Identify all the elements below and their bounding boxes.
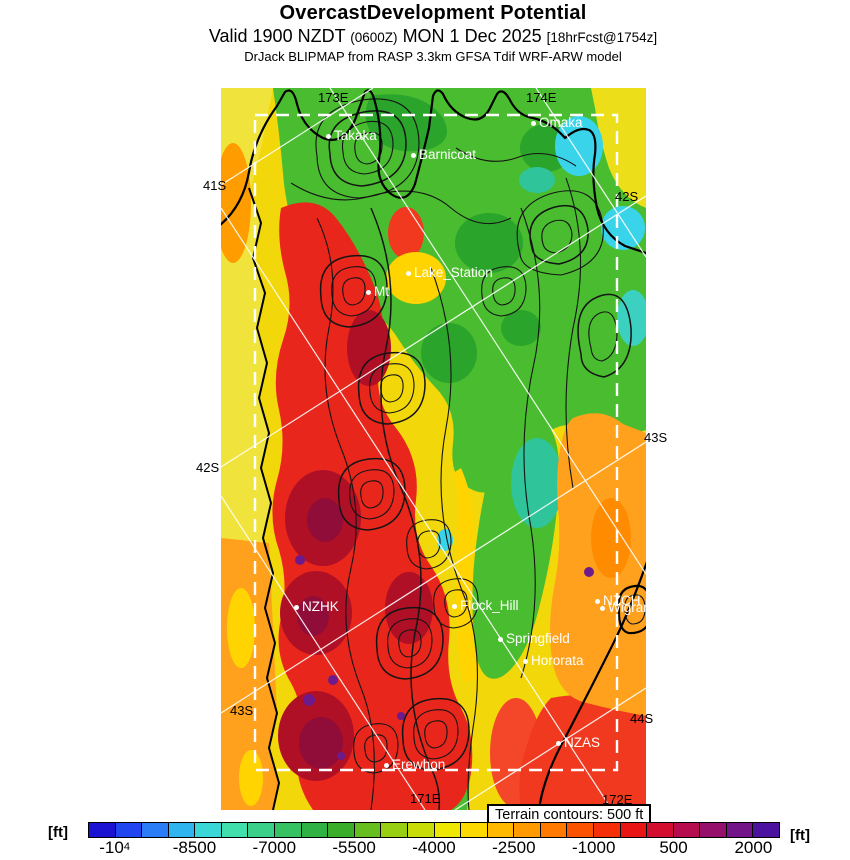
colorbar-unit-right: [ft] bbox=[790, 827, 810, 844]
colorbar-segment bbox=[461, 823, 488, 837]
colorbar-segment bbox=[195, 823, 222, 837]
colorbar-segment bbox=[753, 823, 780, 837]
colorbar-segment bbox=[142, 823, 169, 837]
colorbar-tick-label: -8500 bbox=[172, 838, 217, 857]
colorbar-segment bbox=[434, 823, 462, 837]
model-line: DrJack BLIPMAP from RASP 3.3km GFSA Tdif… bbox=[244, 49, 622, 64]
colorbar-segment bbox=[354, 823, 382, 837]
valid-utc: (0600Z) bbox=[350, 30, 398, 45]
colorbar-tick-label: -7000 bbox=[252, 838, 297, 857]
colorbar-tick-label: 500 bbox=[659, 838, 688, 857]
colorbar-segment bbox=[407, 823, 435, 837]
colorbar-segment bbox=[567, 823, 594, 837]
colorbar-segment bbox=[381, 823, 408, 837]
page-title: OvercastDevelopment Potential bbox=[279, 2, 587, 24]
header: OvercastDevelopment Potential Valid 1900… bbox=[8, 0, 850, 64]
colorbar-segments bbox=[88, 822, 780, 838]
potential-field-fill bbox=[221, 88, 646, 810]
colorbar-segment bbox=[647, 823, 674, 837]
colorbar-tick-label: -2500 bbox=[492, 838, 536, 857]
valid-time-line: Valid 1900 NZDT (0600Z) MON 1 Dec 2025 [… bbox=[8, 26, 850, 47]
colorbar-segment bbox=[514, 823, 541, 837]
colorbar-tick-label: -104 bbox=[99, 838, 130, 857]
blipmap-field-canvas bbox=[221, 88, 646, 810]
colorbar-segment bbox=[115, 823, 143, 837]
colorbar-segment bbox=[593, 823, 621, 837]
forecast-map bbox=[221, 88, 646, 810]
colorbar-unit-left: [ft] bbox=[48, 824, 68, 841]
coastline bbox=[221, 89, 646, 810]
colorbar-segment bbox=[221, 823, 249, 837]
valid-prefix: Valid 1900 NZDT bbox=[208, 26, 346, 46]
colorbar-segment bbox=[620, 823, 648, 837]
valid-date: MON 1 Dec 2025 bbox=[402, 26, 542, 46]
colorbar-segment bbox=[301, 823, 329, 837]
colorbar-tick-label: 2000 bbox=[734, 838, 773, 857]
colorbar-segment bbox=[726, 823, 754, 837]
colorbar-segment bbox=[89, 823, 116, 837]
colorbar-segment bbox=[540, 823, 568, 837]
colorbar-segment bbox=[328, 823, 355, 837]
colorbar-ticks: -104 -8500 -7000 -5500 -4000 -2500 -1000 500 200… bbox=[88, 838, 780, 860]
colorbar-tick-label: -5500 bbox=[332, 838, 376, 857]
colorbar-tick-label: -1000 bbox=[571, 838, 616, 857]
grid-label: 42S bbox=[196, 460, 220, 475]
domain-boundary-box bbox=[253, 113, 619, 772]
colorbar-segment bbox=[700, 823, 727, 837]
colorbar-segment bbox=[673, 823, 701, 837]
colorbar-tick-label: -4000 bbox=[412, 838, 456, 857]
terrain-contours bbox=[290, 98, 646, 810]
grid-label: 43S bbox=[644, 430, 668, 445]
forecast-tag: [18hrFcst@1754z] bbox=[546, 30, 658, 45]
colorbar-segment bbox=[168, 823, 196, 837]
colorbar-segment bbox=[487, 823, 515, 837]
colorbar-segment bbox=[248, 823, 276, 837]
colorbar-segment bbox=[275, 823, 302, 837]
